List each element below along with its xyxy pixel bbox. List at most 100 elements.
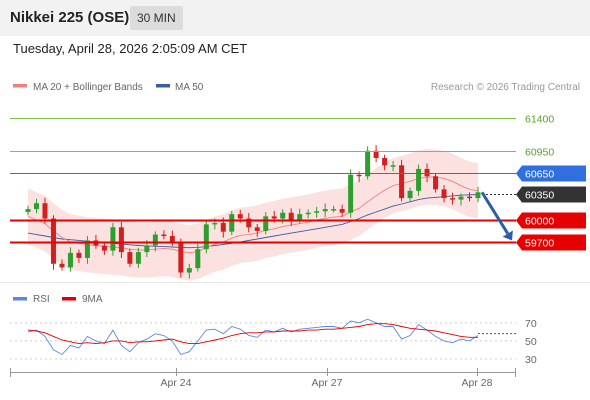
candle-body-28: [263, 216, 269, 231]
candle-51: [458, 193, 464, 206]
level-60000: 60000: [10, 212, 586, 229]
candle-11: [118, 221, 124, 259]
candle-16: [161, 230, 167, 240]
ma50-legend-swatch: [156, 84, 170, 88]
candle-13: [135, 247, 141, 268]
candle-body-16: [161, 234, 167, 237]
candle-4: [59, 259, 65, 271]
rsi-line: [27, 318, 479, 356]
candle-12: [127, 248, 133, 268]
candle-body-17: [169, 236, 175, 242]
candle-body-22: [212, 222, 218, 225]
x-label-1: Apr 27: [312, 377, 343, 389]
candle-body-14: [144, 245, 150, 253]
candle-body-44: [399, 165, 405, 199]
copyright: Research © 2026 Trading Central: [431, 82, 580, 93]
candle-48: [433, 172, 439, 193]
candle-body-31: [288, 212, 294, 220]
candle-0: [25, 205, 31, 216]
candle-body-2: [42, 203, 48, 219]
candle-body-12: [127, 252, 133, 264]
level-label-60000: 60000: [525, 216, 554, 228]
candle-body-37: [339, 209, 345, 213]
candle-19: [186, 263, 192, 279]
ma50-legend-label: MA 50: [175, 82, 204, 93]
candle-body-5: [67, 252, 73, 268]
forecast-arrow-head: [502, 230, 513, 241]
rsi-legend-label: RSI: [33, 294, 50, 305]
level-60350: 60350: [482, 186, 586, 203]
candle-body-34: [314, 211, 320, 213]
candle-47: [424, 163, 430, 183]
rsi-tick-70: 70: [525, 318, 537, 330]
candle-24: [229, 210, 235, 235]
level-tag-59700: [516, 234, 586, 251]
candle-33: [305, 209, 311, 219]
candle-body-29: [271, 216, 277, 219]
ma20-legend-label: MA 20 + Bollinger Bands: [33, 82, 143, 93]
candle-9: [101, 242, 107, 255]
level-60950: 60950: [10, 147, 554, 159]
candle-37: [339, 204, 345, 217]
candle-body-51: [458, 196, 464, 200]
candle-body-6: [76, 252, 82, 258]
candle-body-48: [433, 176, 439, 190]
ma9-legend-label: 9MA: [82, 294, 103, 305]
candle-body-27: [254, 227, 260, 231]
ma9-legend-swatch: [62, 297, 76, 301]
rsi-panel: 70 50 30: [10, 318, 537, 366]
candle-body-20: [195, 249, 201, 269]
candle-body-25: [237, 214, 243, 219]
candle-body-39: [356, 174, 362, 177]
candle-body-47: [424, 168, 430, 177]
candle-41: [373, 145, 379, 163]
level-label-60650: 60650: [525, 169, 554, 181]
candle-body-38: [348, 174, 354, 213]
candle-body-13: [135, 252, 141, 264]
candle-53: [475, 186, 481, 203]
candle-body-9: [101, 245, 107, 251]
candle-43: [390, 160, 396, 172]
candle-body-3: [50, 218, 56, 264]
price-panel: [25, 145, 481, 281]
rsi-legend-swatch: [13, 297, 27, 301]
candle-body-23: [220, 222, 226, 232]
candle-44: [399, 159, 405, 202]
candle-26: [246, 213, 252, 233]
level-61400: 61400: [10, 114, 554, 126]
candle-21: [203, 221, 209, 254]
chart-header: Nikkei 225 (OSE) 30 MIN: [0, 0, 590, 36]
candle-34: [314, 206, 320, 218]
candle-10: [110, 222, 116, 256]
candle-36: [331, 205, 337, 213]
candle-body-36: [331, 209, 337, 211]
candle-body-42: [382, 158, 388, 166]
candle-27: [254, 224, 260, 237]
candle-15: [152, 231, 158, 252]
candle-body-26: [246, 218, 252, 228]
rsi-tick-50: 50: [525, 336, 537, 348]
main-legend: MA 20 + Bollinger Bands MA 50: [13, 82, 204, 93]
candle-35: [322, 203, 328, 218]
candle-body-45: [407, 190, 413, 199]
ma20-legend-swatch: [13, 84, 27, 88]
forecast-arrow-shaft: [480, 191, 510, 235]
level-59700: 59700: [10, 234, 586, 251]
x-axis: Apr 24 Apr 27 Apr 28: [161, 368, 493, 389]
candle-5: [67, 247, 73, 272]
timeframe-badge[interactable]: 30 MIN: [130, 6, 183, 30]
candle-body-35: [322, 209, 328, 212]
instrument-title: Nikkei 225 (OSE): [10, 9, 130, 26]
candle-2: [42, 197, 48, 224]
forecast-arrow: [480, 191, 513, 241]
candle-6: [76, 249, 82, 263]
candle-body-49: [441, 189, 447, 199]
candle-45: [407, 187, 413, 203]
x-label-2: Apr 28: [462, 377, 493, 389]
candle-28: [263, 211, 269, 235]
level-tag-60350: [516, 186, 586, 203]
level-label-59700: 59700: [525, 238, 554, 250]
candle-46: [416, 164, 422, 196]
candle-body-46: [416, 168, 422, 191]
candle-body-15: [152, 234, 158, 246]
